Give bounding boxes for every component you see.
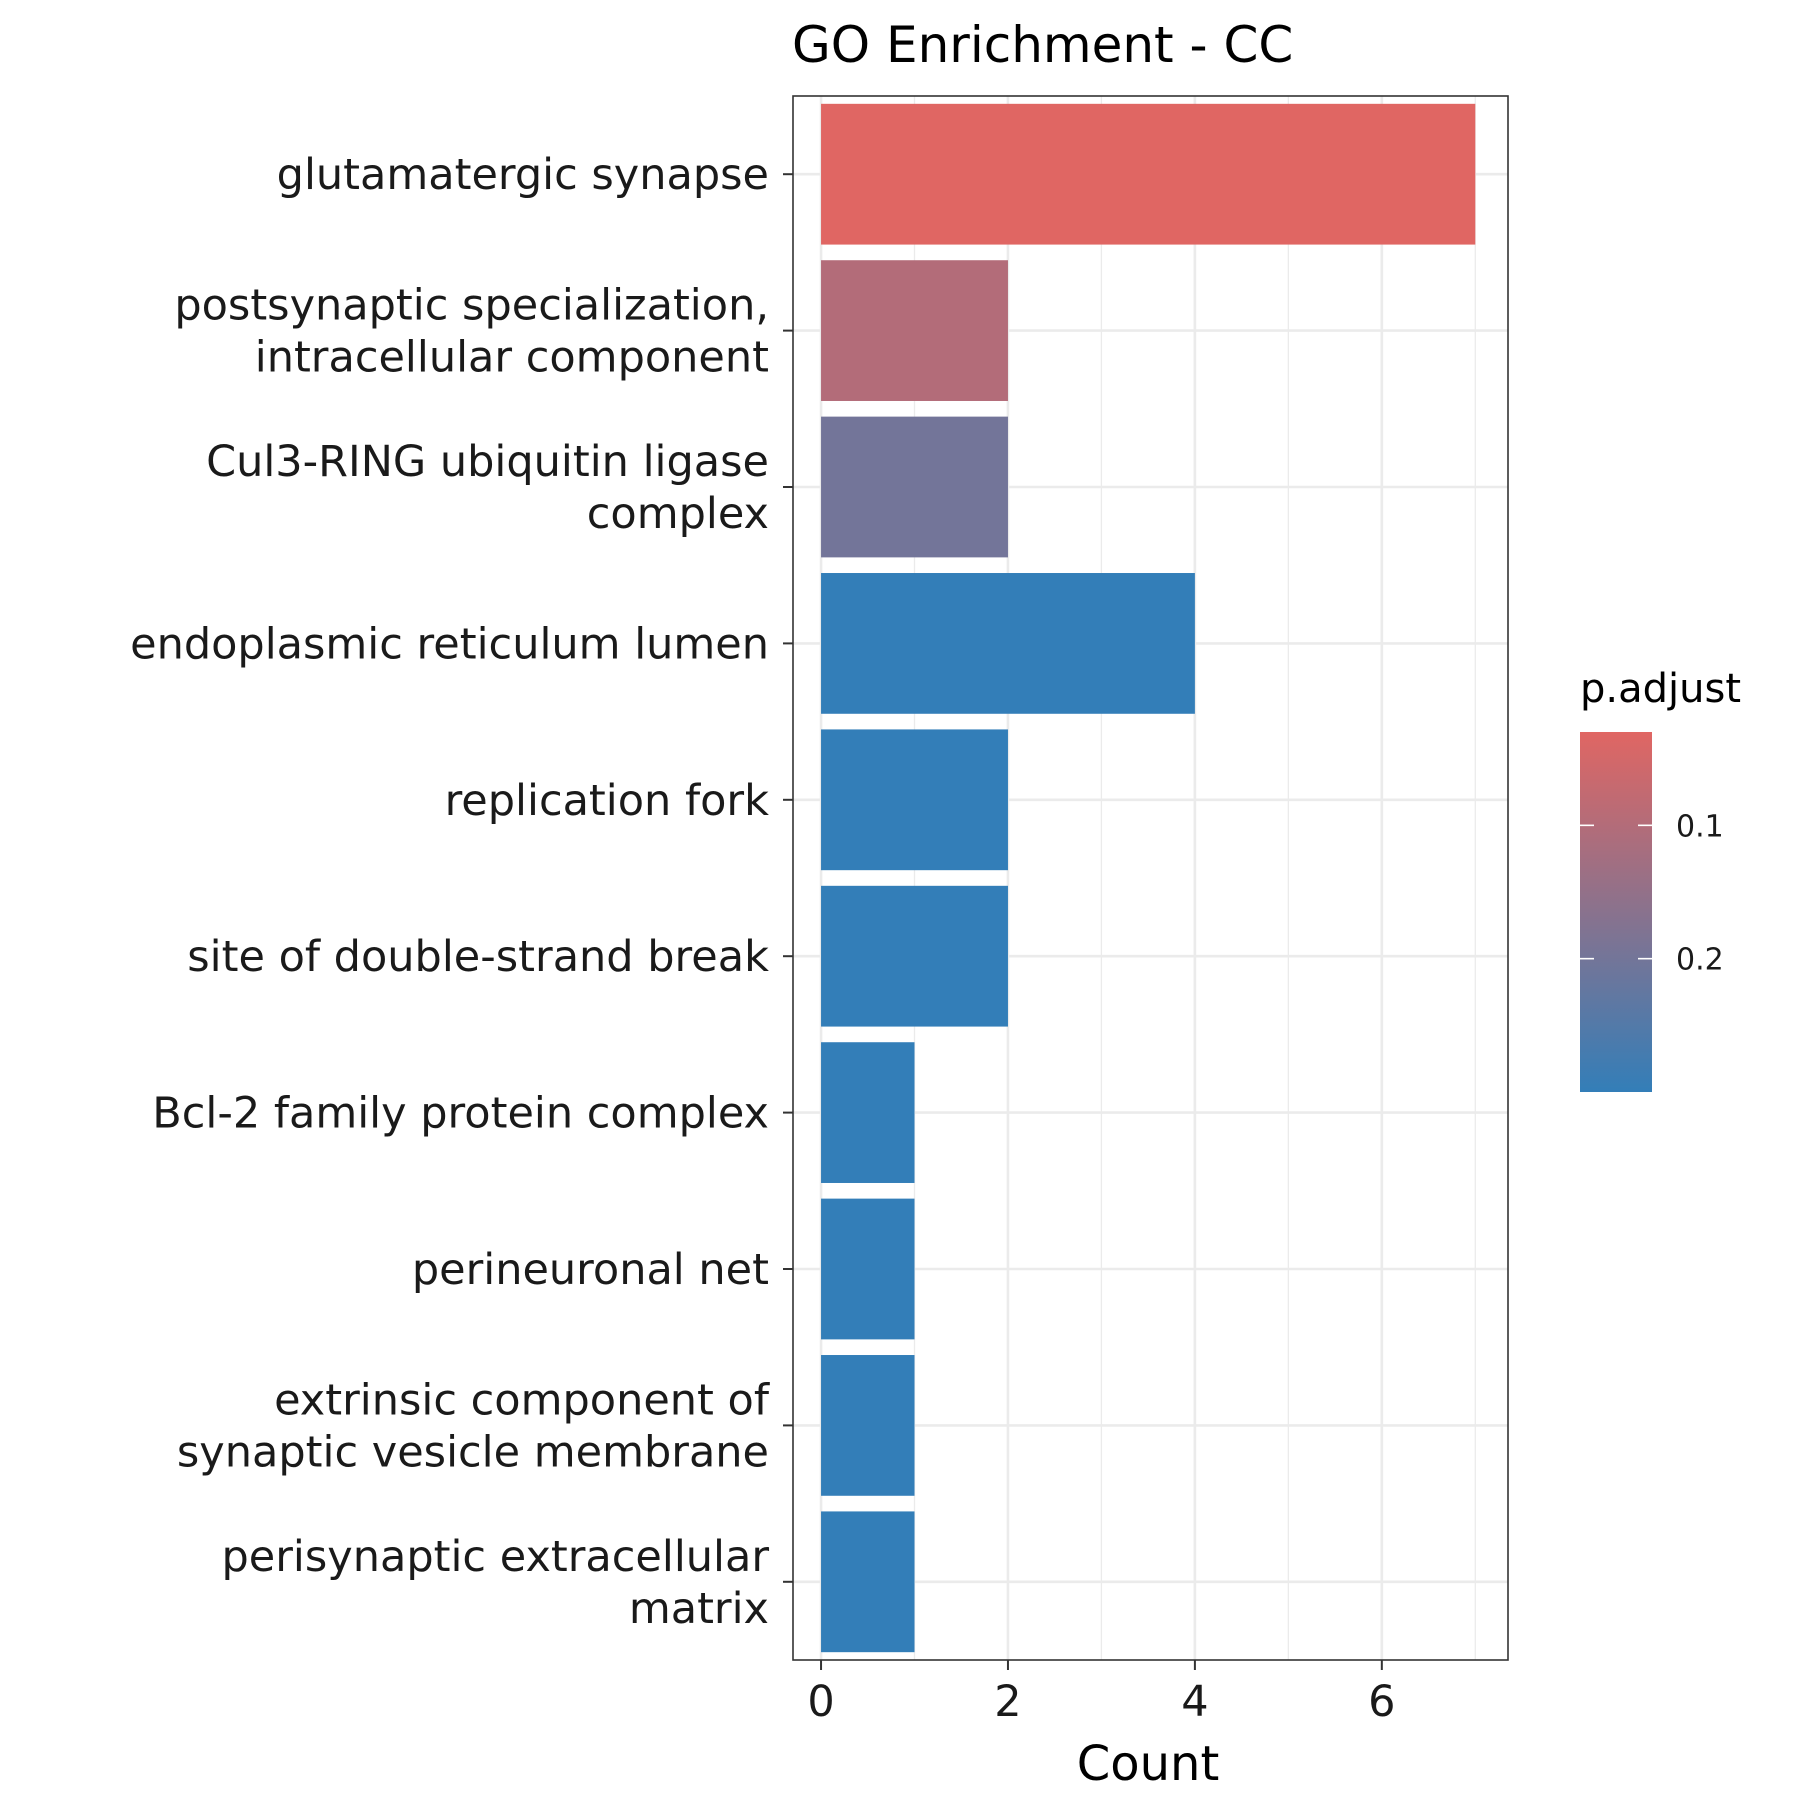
y-axis: glutamatergic synapse postsynaptic specia… [130,150,793,1634]
bar [821,1355,915,1496]
legend-colorbar [1580,732,1652,1092]
x-tick-label: 2 [994,1677,1021,1727]
y-tick-label: extrinsic component of [274,1375,770,1425]
chart-title: GO Enrichment - CC [792,16,1293,74]
y-tick-label: replication fork [445,776,770,826]
y-tick-label: perisynaptic extracellular [222,1532,770,1582]
bar [821,573,1195,714]
y-tick-label: matrix [629,1584,769,1634]
legend-ticks: 0.1 0.2 [1580,809,1724,978]
x-axis: 0 2 4 6 [807,1660,1396,1727]
bar [821,260,1008,401]
y-tick-label: endoplasmic reticulum lumen [130,619,769,669]
x-tick-label: 0 [807,1677,834,1727]
y-tick-label: synaptic vesicle membrane [177,1427,769,1477]
y-tick-label: intracellular component [255,333,769,383]
y-tick-label: postsynaptic specialization, [174,281,769,331]
plot-panel [792,95,1509,1661]
bar [821,1198,915,1340]
legend: p.adjust 0.1 0.2 [1580,666,1741,1092]
bar [821,1511,915,1653]
bar [821,885,1008,1027]
y-tick-label: site of double-strand break [187,932,769,982]
bar [821,729,1008,871]
bar [821,1042,915,1183]
bar [821,416,1008,558]
y-tick-label: perineuronal net [412,1245,769,1295]
y-tick-label: glutamatergic synapse [277,150,769,200]
y-tick-label: Cul3-RING ubiquitin ligase [206,437,769,487]
panel-border [792,95,1509,1661]
y-tick-label: complex [587,489,769,539]
y-tick-label: Bcl-2 family protein complex [152,1089,769,1139]
x-tick-label: 6 [1368,1677,1395,1727]
x-tick-label: 4 [1181,1677,1208,1727]
legend-tick-label: 0.2 [1676,943,1724,978]
bars [821,103,1476,1653]
legend-tick-label: 0.1 [1676,809,1724,844]
bar [821,103,1476,245]
x-axis-title: Count [1077,1736,1220,1792]
legend-title: p.adjust [1580,666,1741,712]
